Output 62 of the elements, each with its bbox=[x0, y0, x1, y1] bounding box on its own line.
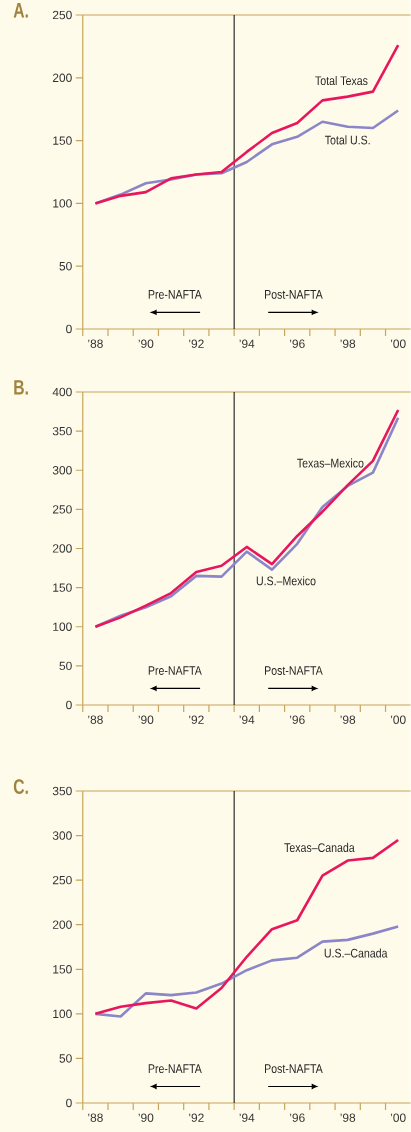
line-series bbox=[94, 43, 400, 205]
y-tick-label: 100 bbox=[53, 622, 72, 631]
y-tick-label: 200 bbox=[53, 73, 72, 83]
series-label: Total Texas bbox=[315, 75, 368, 86]
y-tick-label: 250 bbox=[53, 505, 72, 514]
y-tick-label: 200 bbox=[53, 544, 72, 553]
y-tick-label: 300 bbox=[52, 466, 72, 475]
x-tick-label: ’90 bbox=[138, 715, 154, 724]
x-tick-label: ’94 bbox=[239, 715, 255, 724]
x-tick-label: ’00 bbox=[391, 1113, 406, 1122]
y-tick-label: 100 bbox=[53, 1009, 72, 1019]
y-tick-label: 350 bbox=[52, 426, 72, 436]
y-tick-label: 250 bbox=[53, 875, 72, 885]
annotation: Post-NAFTA bbox=[265, 666, 323, 675]
series-label: Total U.S. bbox=[325, 135, 370, 145]
y-tick-label: 150 bbox=[53, 965, 72, 974]
y-tick-label: 0 bbox=[66, 324, 72, 334]
annotation: Pre-NAFTA bbox=[148, 290, 202, 299]
y-tick-label: 150 bbox=[53, 136, 72, 145]
line-series bbox=[94, 925, 400, 1018]
x-tick-label: ’00 bbox=[391, 715, 406, 724]
annotation: Post-NAFTA bbox=[265, 290, 323, 299]
y-tick-label: 50 bbox=[59, 661, 72, 671]
chart-title: B. bbox=[14, 380, 28, 395]
x-tick-label: ’92 bbox=[189, 339, 204, 348]
chart-title: C. bbox=[14, 779, 28, 794]
x-tick-label: ’88 bbox=[88, 1113, 103, 1122]
annotation: Pre-NAFTA bbox=[148, 1064, 202, 1074]
x-tick-label: ’96 bbox=[290, 339, 305, 348]
y-tick-label: 400 bbox=[52, 387, 72, 397]
x-tick-label: ’90 bbox=[138, 1113, 154, 1122]
x-tick-label: ’96 bbox=[290, 1113, 305, 1122]
series-label: U.S.–Canada bbox=[324, 948, 388, 958]
x-tick-label: ’98 bbox=[340, 715, 356, 724]
x-tick-label: ’94 bbox=[239, 339, 255, 348]
x-tick-label: ’92 bbox=[189, 1113, 204, 1122]
y-tick-label: 250 bbox=[53, 10, 72, 20]
x-tick-label: ’98 bbox=[340, 1113, 356, 1122]
x-tick-label: ’96 bbox=[290, 715, 305, 724]
x-tick-label: ’90 bbox=[138, 339, 154, 348]
annotation: Post-NAFTA bbox=[265, 1064, 323, 1074]
y-tick-label: 50 bbox=[59, 1054, 72, 1063]
y-tick-label: 0 bbox=[66, 700, 72, 710]
x-tick-label: ’92 bbox=[189, 715, 204, 724]
x-tick-label: ’88 bbox=[88, 339, 103, 348]
series-label: Texas–Canada bbox=[284, 842, 355, 853]
series-label: U.S.–Mexico bbox=[256, 576, 316, 586]
y-tick-label: 300 bbox=[52, 831, 72, 840]
x-tick-label: ’94 bbox=[239, 1113, 255, 1122]
y-tick-label: 350 bbox=[52, 786, 72, 796]
y-tick-label: 200 bbox=[53, 920, 72, 929]
y-tick-label: 50 bbox=[59, 261, 72, 271]
y-tick-label: 0 bbox=[66, 1098, 72, 1108]
series-label: Texas–Mexico bbox=[297, 458, 364, 468]
line-series bbox=[94, 838, 400, 1016]
y-tick-label: 150 bbox=[53, 583, 72, 592]
annotation: Pre-NAFTA bbox=[148, 666, 202, 675]
x-tick-label: ’98 bbox=[340, 339, 356, 348]
chart-title: A. bbox=[13, 3, 28, 18]
x-tick-label: ’00 bbox=[391, 339, 406, 348]
x-tick-label: ’88 bbox=[88, 715, 103, 724]
y-tick-label: 100 bbox=[53, 199, 72, 208]
